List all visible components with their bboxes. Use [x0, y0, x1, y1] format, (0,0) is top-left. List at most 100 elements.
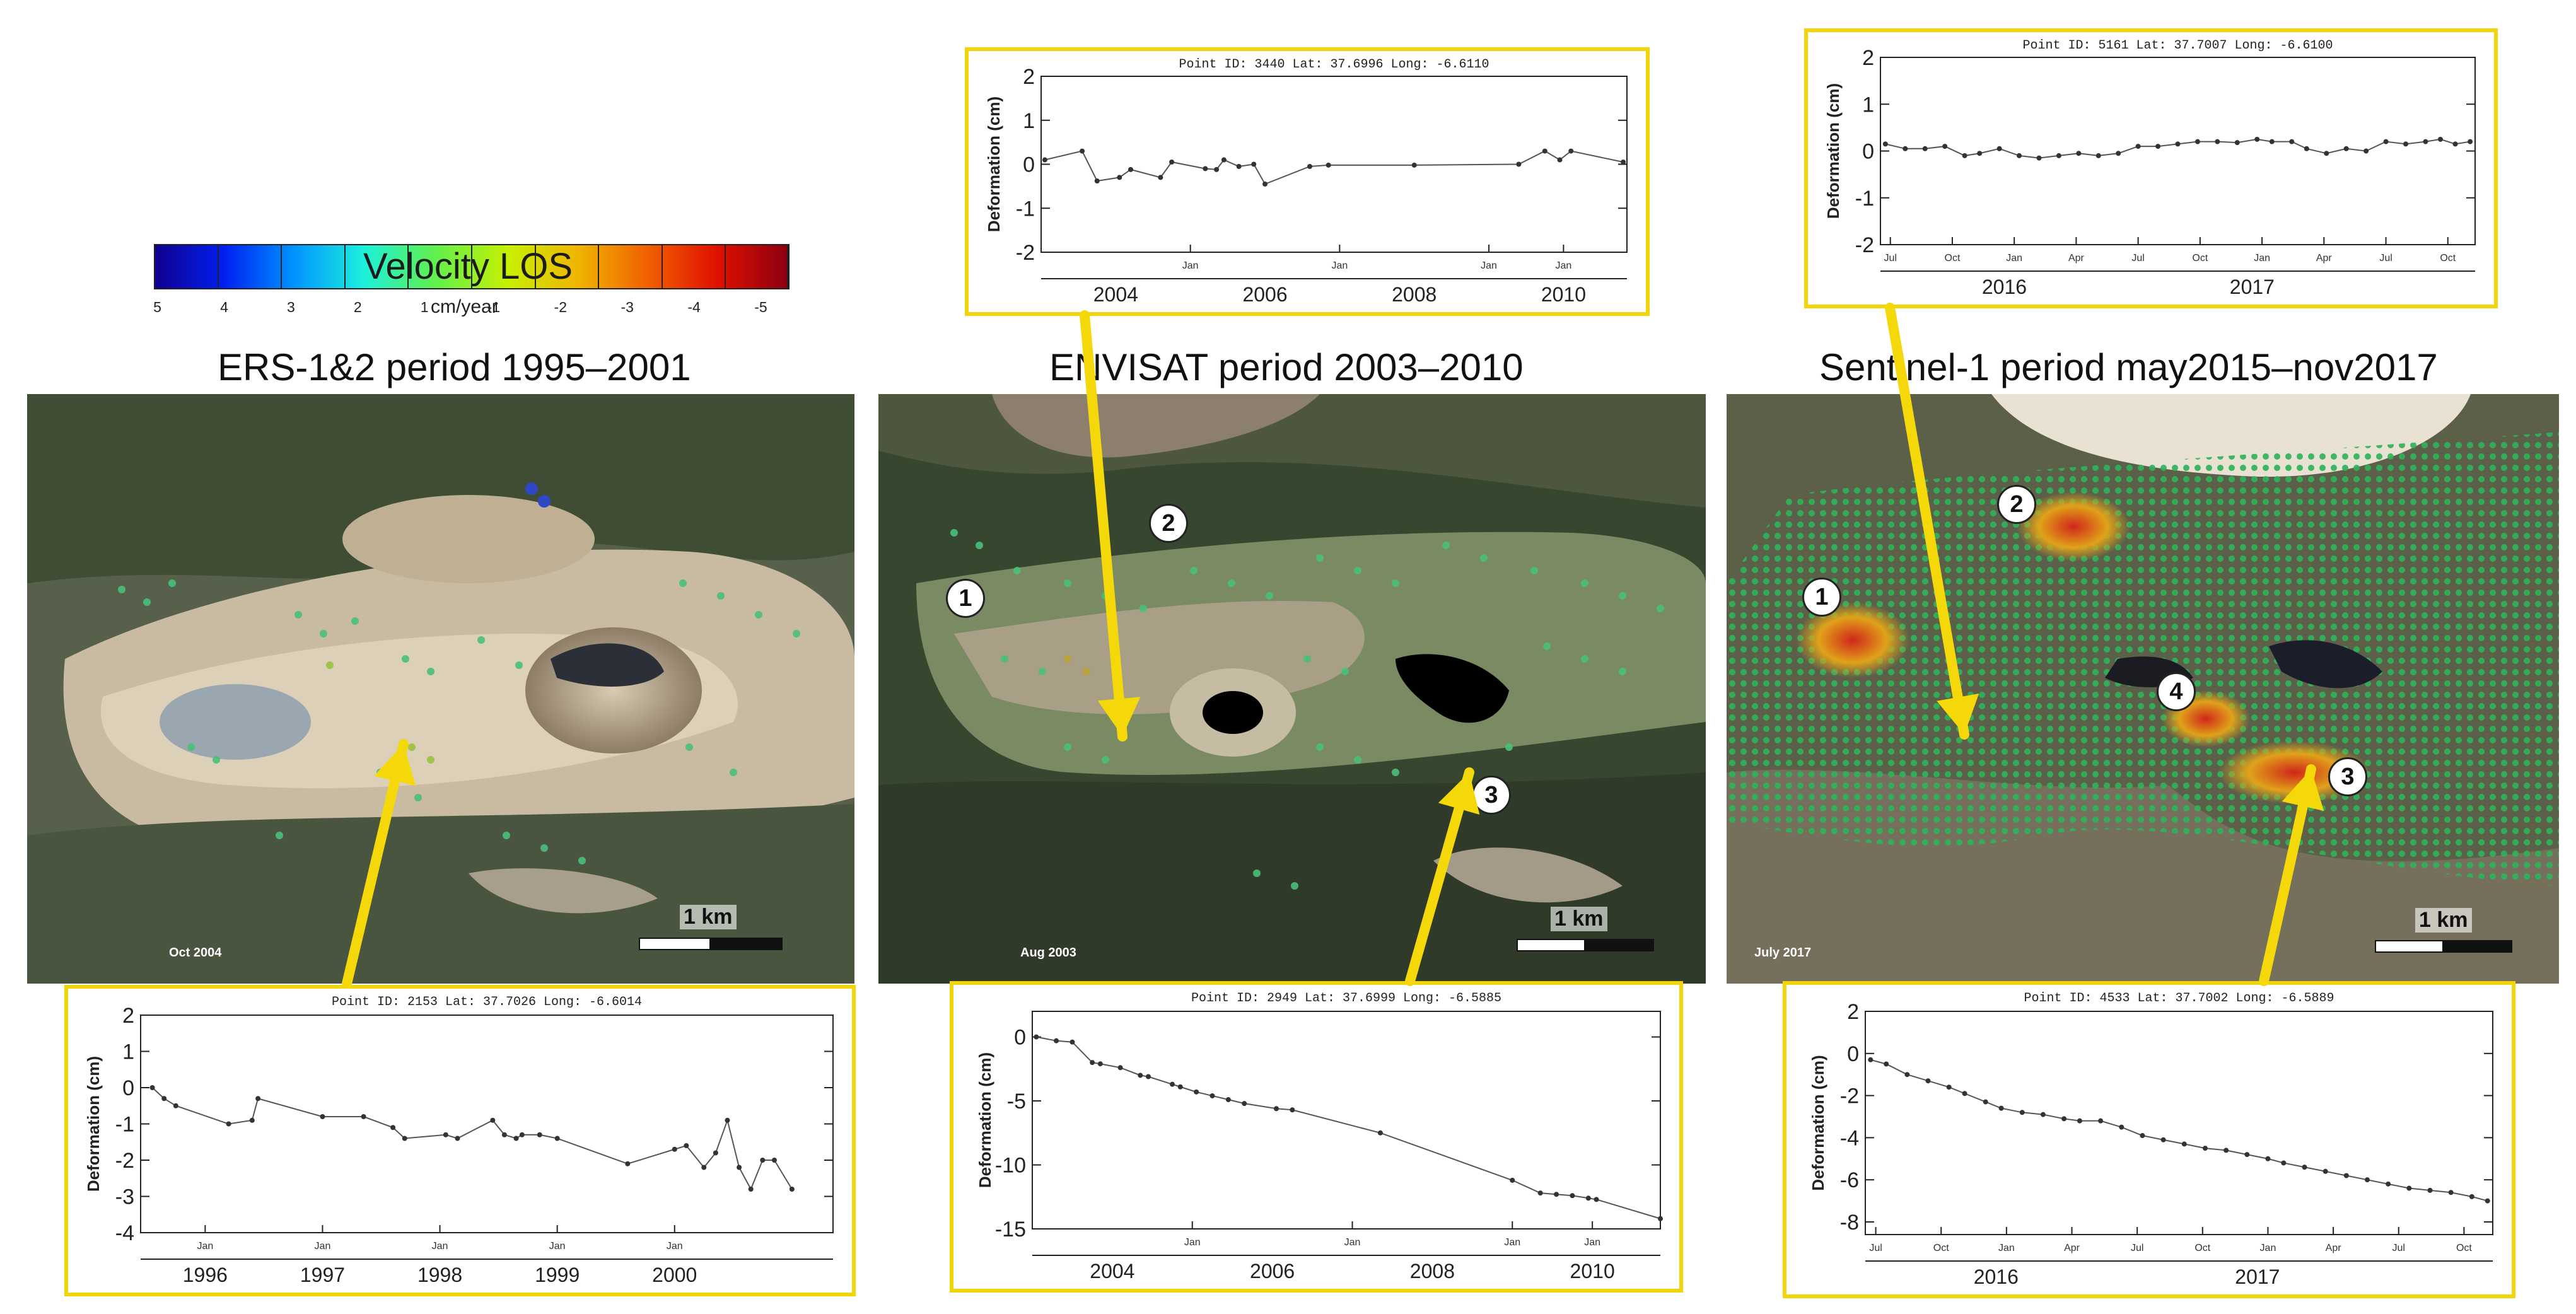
colorbar-divider [344, 244, 346, 289]
callout-arrow-head [374, 744, 416, 786]
y-tick-label: 0 [1014, 1026, 1026, 1050]
y-tick-label: -2 [115, 1149, 134, 1173]
x-minor-label: Jan [2254, 253, 2270, 264]
deformation-point [1326, 162, 1331, 168]
year-label: 1998 [417, 1264, 462, 1286]
deformation-point [2437, 136, 2443, 142]
ers-panel-title: ERS-1&2 period 1995–2001 [218, 346, 691, 388]
sentinel-marker-1: 1 [1802, 578, 1841, 617]
deformation-point [2160, 1137, 2166, 1142]
deformation-point [2423, 139, 2428, 144]
deformation-point [1658, 1216, 1663, 1221]
deformation-point [2056, 153, 2061, 158]
deformation-point [2269, 139, 2275, 144]
year-label: 2008 [1392, 283, 1437, 306]
deformation-point [1542, 148, 1547, 154]
envisat-acquisition-date: Aug 2003 [1020, 946, 1076, 960]
x-minor-label: Apr [2316, 253, 2333, 264]
deformation-point [1537, 1190, 1543, 1196]
colorbar-divider [725, 244, 726, 289]
deformation-point [2452, 141, 2458, 147]
deformation-point [2304, 146, 2309, 151]
chart-svg: Point ID: 5161 Lat: 37.7007 Long: -6.610… [1824, 38, 2476, 298]
sentinel-marker-3: 3 [2328, 757, 2367, 796]
deformation-point [2383, 139, 2389, 144]
deformation-point [771, 1158, 777, 1163]
colorbar-tick-label: -2 [554, 299, 567, 315]
deformation-point [2234, 140, 2240, 146]
deformation-point [725, 1117, 730, 1123]
deformation-point [1903, 146, 1908, 151]
deformation-point [2098, 1118, 2104, 1124]
x-minor-label: Jul [1884, 253, 1896, 264]
chart-svg: Point ID: 4533 Lat: 37.7002 Long: -6.588… [1809, 991, 2493, 1288]
x-minor-label: Oct [2194, 1243, 2210, 1253]
deformation-point [2119, 1124, 2124, 1130]
colorbar-tick-label: -4 [687, 299, 701, 315]
deformation-point [684, 1143, 689, 1148]
deformation-point [2040, 1112, 2046, 1117]
envisat-marker-1: 1 [946, 579, 985, 618]
deformation-point [2403, 141, 2408, 147]
deformation-point [1998, 1105, 2004, 1111]
deformation-point [2116, 151, 2121, 156]
x-minor-label: Jan [1331, 260, 1348, 271]
year-label: 2016 [1974, 1265, 2019, 1288]
deformation-point [1946, 1084, 1952, 1090]
sentinel-panel-title: Sentinel-1 period may2015–nov2017 [1819, 346, 2438, 388]
deformation-point [501, 1132, 507, 1137]
deformation-point [1242, 1101, 1247, 1107]
chart-svg: Point ID: 2949 Lat: 37.6999 Long: -6.588… [976, 991, 1663, 1282]
deformation-point [1117, 175, 1122, 180]
deformation-point [1080, 148, 1085, 154]
envisat-scale-bar-white [1517, 939, 1585, 951]
y-tick-label: -1 [115, 1113, 134, 1137]
deformation-point [443, 1132, 448, 1137]
deformation-point [760, 1158, 766, 1163]
deformation-point [161, 1096, 167, 1102]
deformation-point [1262, 181, 1268, 187]
deformation-point [1251, 161, 1257, 167]
x-minor-label: Jan [1481, 260, 1497, 271]
ers-scale-bar-black [711, 938, 783, 950]
deformation-point [625, 1161, 631, 1166]
colorbar-tick-label: -3 [621, 299, 634, 315]
deformation-point [2406, 1185, 2412, 1191]
x-minor-label: Jan [1584, 1237, 1600, 1248]
chart-svg: Point ID: 3440 Lat: 37.6996 Long: -6.611… [984, 57, 1628, 306]
year-label: 1996 [183, 1264, 228, 1286]
x-minor-label: Apr [2064, 1243, 2080, 1253]
deformation-point [2485, 1198, 2490, 1204]
deformation-point [1962, 153, 1967, 158]
deformation-point [2448, 1190, 2454, 1195]
x-minor-label: Jan [1182, 260, 1199, 271]
chart-title: Point ID: 2949 Lat: 37.6999 Long: -6.588… [1191, 991, 1501, 1006]
y-tick-label: 1 [122, 1040, 134, 1064]
deformation-point [2077, 1118, 2082, 1124]
deformation-point [2281, 1160, 2287, 1166]
deformation-point [249, 1117, 255, 1123]
deformation-point [490, 1117, 496, 1123]
x-minor-label: Jan [432, 1241, 448, 1252]
deformation-point [2365, 1177, 2370, 1183]
deformation-point [1203, 166, 1208, 172]
deformation-point [1097, 1061, 1103, 1067]
y-tick-label: -8 [1840, 1211, 1859, 1235]
y-tick-label: 0 [1862, 140, 1874, 164]
deformation-point [2254, 136, 2260, 142]
callout-arrow-head [1438, 772, 1480, 815]
callout-arrow-shaft [342, 739, 409, 989]
x-minor-label: Oct [1945, 253, 1961, 264]
sentinel-scale-bar-black [2444, 940, 2512, 953]
year-label: 2010 [1541, 283, 1586, 306]
deformation-point [1170, 1081, 1175, 1087]
y-tick-label: -1 [1016, 197, 1035, 221]
y-tick-label: -4 [1840, 1126, 1859, 1150]
y-tick-label: -4 [115, 1221, 134, 1245]
deformation-point [1882, 141, 1888, 147]
sentinel-marker-4: 4 [2157, 672, 2196, 711]
deformation-point [1377, 1130, 1383, 1136]
colorbar-unit: cm/year [431, 296, 498, 317]
deformation-point [2244, 1152, 2250, 1158]
